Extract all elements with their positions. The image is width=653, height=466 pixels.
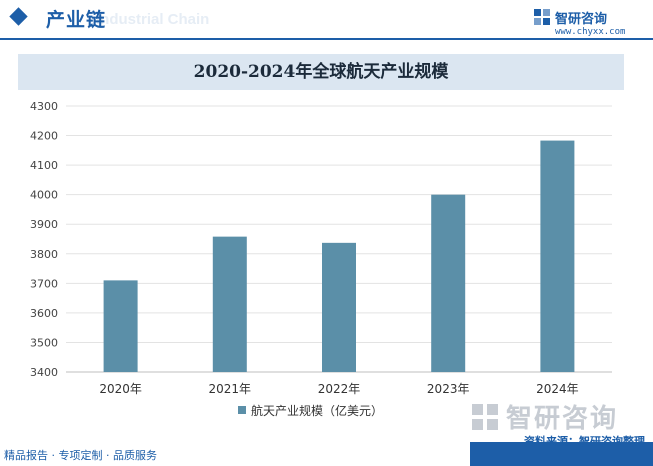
y-tick-label: 4300	[30, 100, 58, 113]
x-tick-label: 2021年	[209, 382, 252, 396]
x-tick-label: 2023年	[427, 382, 470, 396]
bar	[431, 194, 466, 372]
footer-tagline: 精品报告 · 专项定制 · 品质服务	[4, 449, 157, 462]
chart-title-band	[18, 54, 624, 90]
header-divider	[0, 38, 653, 40]
brand-block: 智研咨询 www.chyxx.com	[533, 6, 643, 38]
legend-swatch	[238, 406, 246, 414]
y-tick-label: 4000	[30, 189, 58, 202]
bar	[103, 280, 138, 372]
bar	[540, 140, 575, 372]
page-header: Industrial Chain 产业链	[0, 0, 653, 40]
x-tick-label: 2022年	[318, 382, 361, 396]
bar	[212, 236, 247, 372]
footer-bar-left	[0, 442, 470, 466]
chart-title: 2020-2024年全球航天产业规模	[193, 62, 449, 82]
y-tick-label: 3500	[30, 336, 58, 349]
y-tick-label: 3600	[30, 307, 58, 320]
y-tick-label: 3700	[30, 277, 58, 290]
watermark-brand-text: 智研咨询	[506, 404, 619, 434]
y-tick-label: 3900	[30, 218, 58, 231]
x-tick-label: 2024年	[536, 382, 579, 396]
y-tick-label: 3400	[30, 366, 58, 379]
brand-name: 智研咨询	[555, 12, 608, 27]
y-tick-label: 3800	[30, 248, 58, 261]
brand-logo-icon	[534, 9, 550, 25]
page-title: 产业链	[46, 9, 107, 31]
source-note: 资料来源：智研咨询整理	[524, 435, 645, 448]
y-tick-label: 4200	[30, 130, 58, 143]
x-tick-label: 2020年	[99, 382, 142, 396]
y-tick-label: 4100	[30, 159, 58, 172]
header-ghost-text: Industrial Chain	[96, 11, 210, 28]
brand-url: www.chyxx.com	[555, 27, 626, 37]
bar	[322, 242, 356, 372]
watermark-logo-icon	[472, 404, 498, 430]
legend-label: 航天产业规模（亿美元）	[251, 403, 383, 418]
